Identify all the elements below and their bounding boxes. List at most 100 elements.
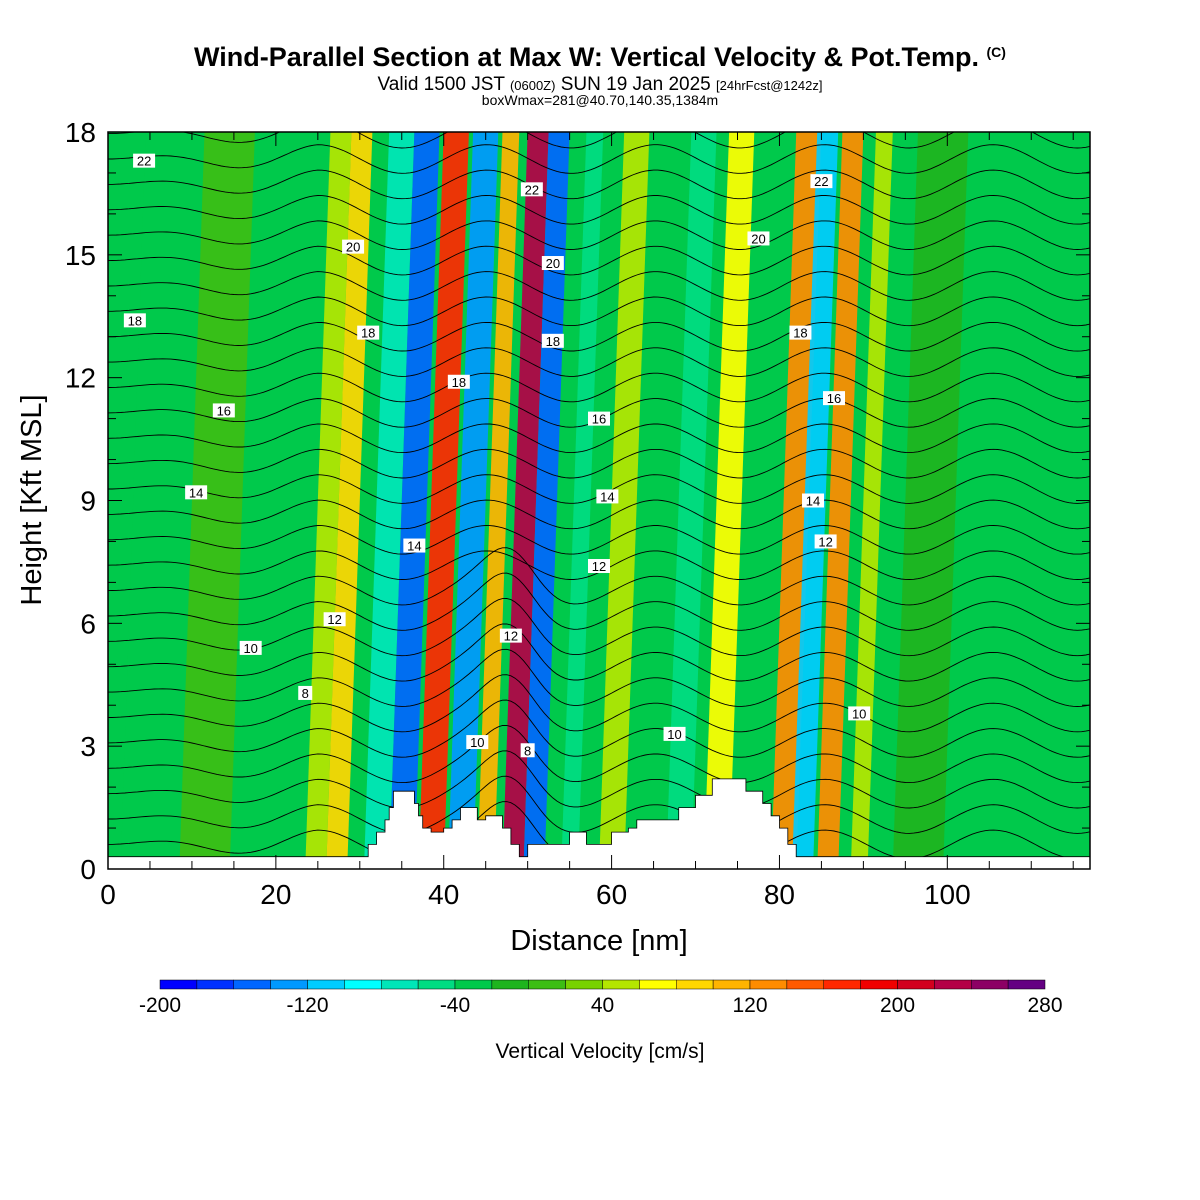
theta-label-bg bbox=[802, 493, 825, 508]
theta-contours bbox=[108, 132, 1090, 860]
theta-contour-line bbox=[108, 296, 1090, 327]
theta-label-bg bbox=[541, 256, 564, 271]
y-tick-label: 12 bbox=[65, 363, 96, 394]
y-tick-label: 0 bbox=[80, 854, 96, 885]
colorbar-swatch bbox=[602, 979, 640, 990]
theta-contour-line bbox=[108, 195, 1090, 225]
colorbar-swatch bbox=[196, 979, 234, 990]
x-tick-label: 0 bbox=[100, 879, 116, 910]
theta-label-text: 18 bbox=[128, 313, 142, 328]
theta-label: 18 bbox=[541, 333, 564, 349]
theta-label-bg bbox=[541, 333, 564, 348]
theta-contour-line bbox=[108, 372, 1090, 403]
theta-label-bg bbox=[185, 485, 208, 500]
velocity-band bbox=[892, 132, 969, 869]
colorbar-tick-label: 40 bbox=[591, 994, 614, 1017]
colorbar-swatch bbox=[417, 979, 456, 990]
theta-label-text: 20 bbox=[546, 256, 560, 271]
velocity-band bbox=[502, 132, 549, 869]
theta-label-text: 12 bbox=[818, 534, 832, 549]
x-tick-label: 40 bbox=[428, 879, 459, 910]
y-tick-label: 18 bbox=[65, 117, 96, 148]
theta-label-text: 14 bbox=[806, 494, 820, 509]
theta-label: 20 bbox=[747, 231, 770, 246]
theta-label-text: 22 bbox=[814, 174, 828, 189]
theta-label-bg bbox=[212, 403, 235, 418]
theta-label-text: 14 bbox=[189, 485, 203, 500]
theta-label-text: 18 bbox=[452, 375, 466, 390]
colorbar-swatch bbox=[823, 979, 861, 990]
colorbar-swatch bbox=[934, 979, 972, 990]
velocity-band bbox=[523, 132, 570, 869]
theta-label-text: 16 bbox=[217, 403, 231, 418]
velocity-band bbox=[418, 132, 469, 869]
theta-label-text: 20 bbox=[346, 240, 360, 255]
theta-label-bg bbox=[520, 182, 543, 197]
theta-contour-line bbox=[108, 775, 1090, 834]
theta-label-bg bbox=[357, 325, 380, 340]
velocity-band bbox=[447, 132, 499, 869]
theta-label: 22 bbox=[133, 153, 156, 169]
theta-label-bg bbox=[810, 174, 833, 189]
colorbar-swatch bbox=[565, 979, 603, 990]
theta-label-bg bbox=[663, 726, 686, 741]
theta-label-text: 10 bbox=[243, 641, 257, 656]
theta-contour-line bbox=[108, 699, 1090, 758]
theta-label: 14 bbox=[596, 489, 619, 504]
theta-label-bg bbox=[848, 706, 871, 721]
y-tick-label: 3 bbox=[80, 731, 96, 762]
theta-label-text: 14 bbox=[600, 489, 614, 504]
x-tick-label: 60 bbox=[596, 879, 627, 910]
theta-label-bg bbox=[596, 489, 619, 504]
colorbar-label: Vertical Velocity [cm/s] bbox=[496, 1040, 705, 1063]
y-tick-label: 15 bbox=[65, 240, 96, 271]
theta-contour-line bbox=[108, 525, 1090, 555]
colorbar-tick-label: -120 bbox=[286, 994, 328, 1017]
colorbar-swatch bbox=[307, 979, 345, 990]
theta-label: 12 bbox=[588, 559, 610, 574]
colorbar-swatch bbox=[270, 979, 308, 990]
theta-label-bg bbox=[823, 391, 846, 406]
vertical-velocity-field bbox=[108, 132, 1090, 869]
theta-label-bg bbox=[447, 374, 470, 389]
theta-label: 20 bbox=[541, 256, 564, 271]
theta-label-bg bbox=[466, 735, 489, 750]
theta-contour-line bbox=[108, 724, 1090, 784]
colorbar-swatch bbox=[712, 979, 751, 990]
theta-contour-line bbox=[108, 347, 1090, 377]
theta-contour-line bbox=[108, 623, 1090, 682]
theta-label-text: 16 bbox=[827, 391, 841, 406]
theta-label-text: 22 bbox=[525, 182, 539, 197]
theta-label: 12 bbox=[323, 612, 346, 627]
theta-contour-line bbox=[108, 144, 1090, 174]
terrain bbox=[108, 778, 1090, 869]
theta-label-text: 22 bbox=[137, 154, 151, 169]
theta-contour-line bbox=[108, 499, 1090, 530]
theta-label: 18 bbox=[447, 374, 470, 390]
colorbar-tick-label: 280 bbox=[1027, 994, 1062, 1017]
velocity-band bbox=[599, 132, 650, 869]
theta-label-text: 8 bbox=[524, 743, 531, 758]
theta-label-text: 12 bbox=[592, 559, 606, 574]
theta-label-text: 10 bbox=[852, 706, 866, 721]
chart-title: Wind-Parallel Section at Max W: Vertical… bbox=[194, 42, 1006, 72]
colorbar-swatch bbox=[676, 979, 714, 990]
theta-label-bg bbox=[499, 628, 522, 643]
colorbar-swatch bbox=[971, 979, 1009, 990]
copyright-mark: (C) bbox=[986, 44, 1006, 60]
theta-contour-line bbox=[108, 220, 1090, 250]
theta-contour-line bbox=[108, 750, 1090, 809]
theta-label: 12 bbox=[499, 628, 522, 644]
velocity-band bbox=[477, 132, 520, 869]
colorbar-tick-label: 200 bbox=[880, 994, 915, 1017]
chart-subtitle: Valid 1500 JST (0600Z) SUN 19 Jan 2025 [… bbox=[377, 74, 823, 95]
colorbar-swatch bbox=[1007, 979, 1046, 990]
colorbar-swatch bbox=[639, 979, 677, 990]
theta-contour-line bbox=[108, 448, 1090, 479]
theta-label-text: 16 bbox=[592, 412, 606, 427]
theta-contour-line bbox=[108, 547, 1090, 606]
theta-label: 20 bbox=[342, 239, 365, 255]
theta-label: 18 bbox=[789, 325, 812, 341]
theta-label: 16 bbox=[212, 403, 235, 418]
x-tick-label: 20 bbox=[260, 879, 291, 910]
